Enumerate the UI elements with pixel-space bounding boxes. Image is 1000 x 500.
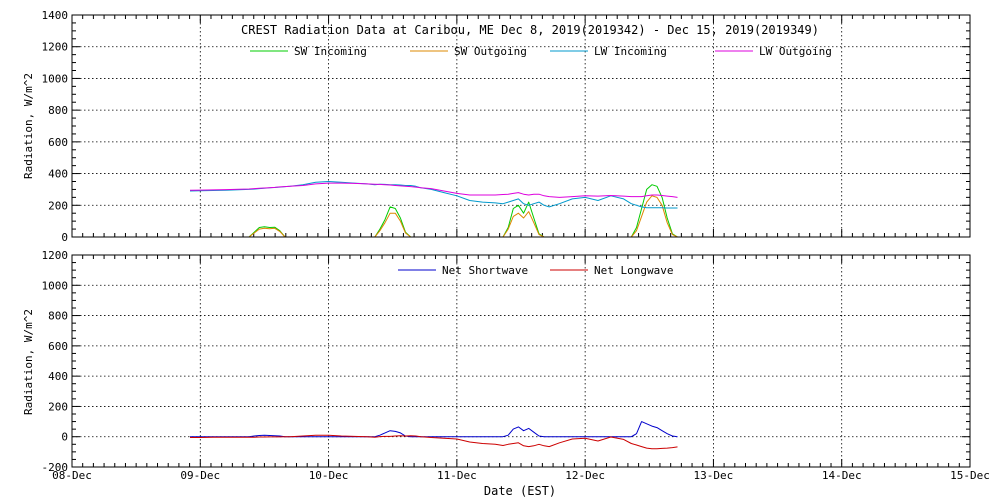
x-tick-label: 14-Dec xyxy=(822,469,862,482)
top-y-tick-labels: 0 200 400 600 800 1000 1200 1400 xyxy=(42,9,69,244)
x-tick-label: 08-Dec xyxy=(52,469,92,482)
x-tick-label: 15-Dec xyxy=(950,469,990,482)
bottom-legend: Net Shortwave Net Longwave xyxy=(398,264,673,277)
x-tick-labels: 08-Dec 09-Dec 10-Dec 11-Dec 12-Dec 13-Dec 14-D… xyxy=(52,469,990,482)
series-line-lw-outgoing xyxy=(189,182,678,198)
panel-bottom: Radiation, W/m^2 -200 0 200 400 600 800 1000 12… xyxy=(22,249,990,498)
y-tick-label: -200 xyxy=(42,461,69,474)
top-legend: SW Incoming SW Outgoing LW Incoming LW Outg… xyxy=(250,45,832,58)
y-tick-label: 200 xyxy=(48,199,68,212)
legend-label-lw-incoming: LW Incoming xyxy=(594,45,667,58)
x-tick-label: 11-Dec xyxy=(437,469,477,482)
y-tick-label: 1200 xyxy=(42,249,69,262)
x-tick-label: 09-Dec xyxy=(180,469,220,482)
y-tick-label: 200 xyxy=(48,400,68,413)
bottom-y-axis-label: Radiation, W/m^2 xyxy=(22,309,35,415)
legend-label-lw-outgoing: LW Outgoing xyxy=(759,45,832,58)
y-tick-label: 400 xyxy=(48,370,68,383)
top-plot-frame xyxy=(71,14,971,238)
x-tick-label: 12-Dec xyxy=(565,469,605,482)
y-tick-label: 800 xyxy=(48,310,68,323)
legend-label-net-shortwave: Net Shortwave xyxy=(442,264,528,277)
y-tick-label: 600 xyxy=(48,340,68,353)
y-tick-label: 400 xyxy=(48,168,68,181)
bottom-grid xyxy=(72,255,970,467)
legend-label-net-longwave: Net Longwave xyxy=(594,264,673,277)
bottom-ticks xyxy=(71,254,971,468)
bottom-y-tick-labels: -200 0 200 400 600 800 1000 1200 xyxy=(42,249,69,474)
y-tick-label: 1000 xyxy=(42,279,69,292)
y-tick-label: 1200 xyxy=(42,41,69,54)
top-grid xyxy=(72,15,970,237)
x-axis-label: Date (EST) xyxy=(484,484,556,498)
legend-label-sw-incoming: SW Incoming xyxy=(294,45,367,58)
x-tick-label: 13-Dec xyxy=(694,469,734,482)
panel-top: CREST Radiation Data at Caribou, ME Dec … xyxy=(22,9,971,244)
y-tick-label: 600 xyxy=(48,136,68,149)
x-tick-label: 10-Dec xyxy=(309,469,349,482)
bottom-series xyxy=(190,421,678,450)
y-tick-label: 0 xyxy=(61,231,68,244)
top-y-axis-label: Radiation, W/m^2 xyxy=(22,73,35,179)
y-tick-label: 800 xyxy=(48,104,68,117)
y-tick-label: 1400 xyxy=(42,9,69,22)
legend-label-sw-outgoing: SW Outgoing xyxy=(454,45,527,58)
y-tick-label: 1000 xyxy=(42,72,69,85)
bottom-plot-frame xyxy=(71,254,971,468)
y-tick-label: 0 xyxy=(61,431,68,444)
series-line-net-shortwave xyxy=(190,421,678,438)
series-line-net-longwave xyxy=(190,434,678,450)
chart-title: CREST Radiation Data at Caribou, ME Dec … xyxy=(241,23,819,37)
